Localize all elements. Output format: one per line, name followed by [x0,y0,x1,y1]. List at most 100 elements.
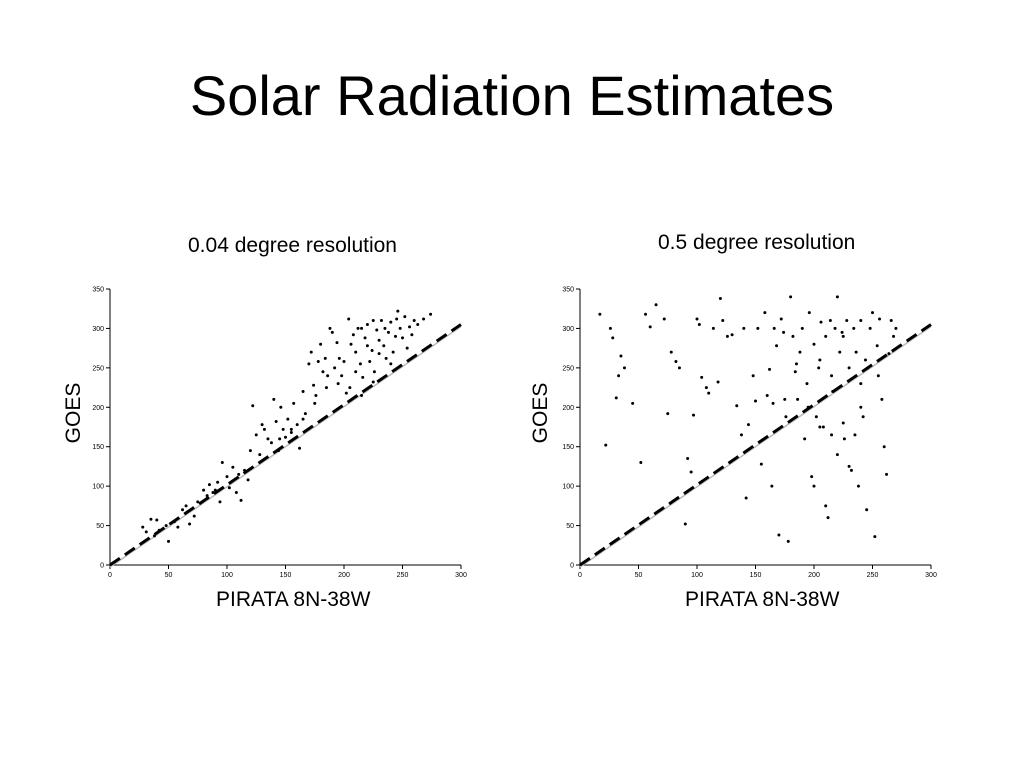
y-tick-label: 0 [570,563,574,570]
chart-title-left: 0.04 degree resolution [188,234,397,257]
data-point [871,311,874,315]
data-point [319,342,323,346]
data-point [152,534,156,538]
data-point [324,386,328,390]
data-point [351,333,355,337]
data-point [368,360,372,364]
data-point [382,344,386,348]
y-tick-label: 150 [562,444,574,451]
data-point [176,525,180,529]
data-point [604,443,608,447]
y-tick-label: 150 [92,444,104,451]
data-point [754,399,757,403]
data-point [865,508,869,512]
data-point [344,391,348,395]
x-tick-label: 300 [925,572,937,579]
data-point [314,393,318,397]
data-point [835,453,839,457]
data-point [254,433,258,437]
data-point [608,326,612,330]
data-point [309,350,313,354]
data-point [389,362,393,366]
data-point [842,437,846,441]
data-point [807,311,811,315]
data-point [882,445,886,449]
data-point [371,319,375,323]
data-point [279,405,283,409]
data-point [794,362,798,366]
x-tick-label: 150 [750,572,762,579]
data-point [800,326,804,330]
data-point [847,366,851,370]
y-tick-label: 250 [92,365,104,372]
y-tick-label: 350 [562,287,574,294]
data-point [246,478,250,482]
data-point [756,326,760,330]
data-point [662,317,666,321]
data-point [340,374,344,378]
x-tick-label: 50 [165,572,173,579]
data-point [276,449,280,453]
data-point [301,390,305,394]
data-point [377,338,381,342]
data-point [260,423,264,427]
data-point [336,382,340,386]
data-point [278,437,282,441]
data-point [859,319,863,323]
data-point [348,386,352,390]
x-tick-label: 100 [691,572,703,579]
x-axis-label-left: PIRATA 8N-38W [216,588,371,611]
y-tick-label: 50 [96,523,104,530]
chart-title-right: 0.5 degree resolution [658,231,856,254]
data-point [144,530,148,534]
data-point [830,433,834,437]
data-point [845,319,849,323]
data-point [654,303,658,307]
data-point [689,470,693,474]
data-point [831,390,835,394]
data-point [405,346,409,350]
data-point [840,330,844,334]
data-point [211,490,215,494]
reference-line [579,323,932,567]
data-point [798,350,802,354]
data-point [393,334,397,338]
data-point [772,326,776,330]
data-point [770,484,774,488]
data-point [598,312,602,316]
data-point [806,405,810,409]
y-tick-label: 100 [92,484,104,491]
data-point [396,309,400,313]
data-point [403,315,407,319]
data-point [841,421,845,425]
data-point [389,320,393,324]
data-point [284,435,287,439]
data-point [157,528,161,532]
data-point [859,405,863,409]
data-point [880,397,884,401]
data-point [377,352,381,356]
data-point [274,419,278,423]
data-point [707,391,711,395]
data-point [361,375,365,379]
data-point [375,328,379,332]
data-point [181,508,185,512]
data-point [639,460,643,464]
data-point [347,317,351,321]
data-point [669,350,673,354]
data-point [793,370,797,374]
data-point [370,349,374,353]
data-point [826,516,830,520]
data-point [784,415,788,419]
data-point [619,354,623,358]
data-point [849,468,853,472]
data-point [875,344,879,348]
data-point [316,360,320,364]
data-point [227,486,231,490]
data-point [231,465,235,469]
x-tick-label: 0 [578,572,582,579]
data-point [852,326,856,330]
data-point [830,374,834,378]
data-point [833,326,837,330]
